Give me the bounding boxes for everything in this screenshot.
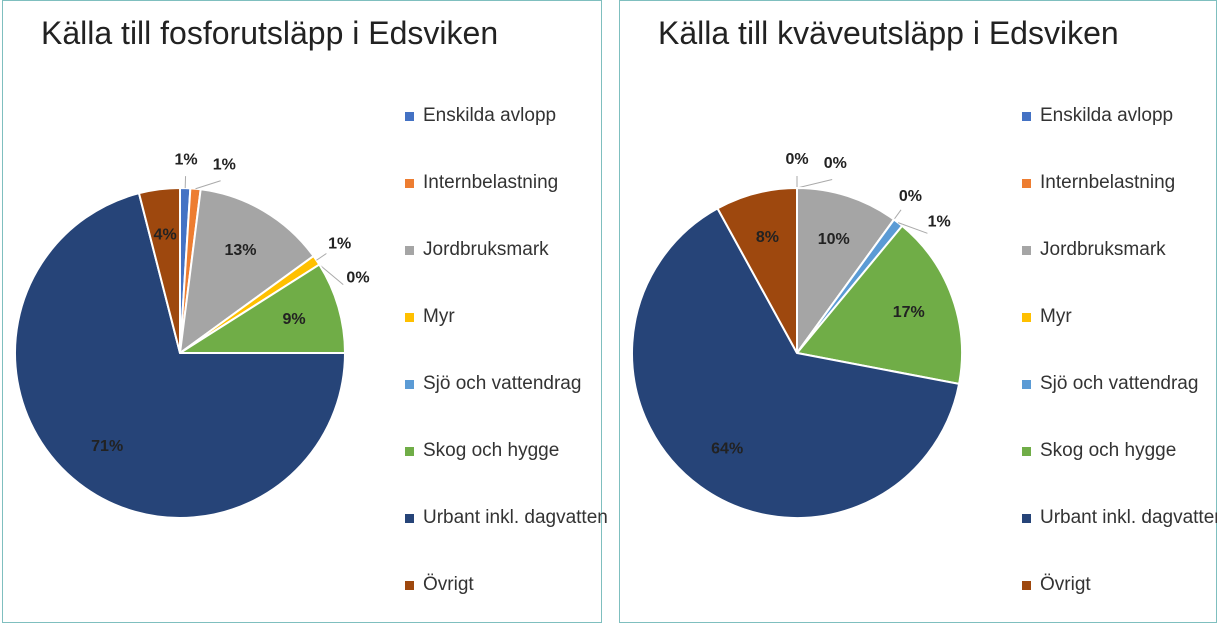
data-label: 64% — [711, 440, 743, 457]
legend-item: Enskilda avlopp — [1018, 103, 1217, 170]
leader-line — [196, 181, 221, 189]
data-label: 17% — [893, 304, 925, 321]
data-label: 71% — [91, 438, 123, 455]
legend-swatch — [405, 380, 414, 389]
legend-swatch — [1022, 581, 1031, 590]
legend-swatch — [1022, 380, 1031, 389]
chart-panel: Källa till fosforutsläpp i Edsviken 1%1%… — [2, 0, 602, 623]
legend: Enskilda avlopp Internbelastning Jordbruks… — [1018, 103, 1217, 639]
legend-label: Urbant inkl. dagvatten — [423, 507, 608, 528]
data-label: 1% — [328, 236, 351, 253]
legend-label: Övrigt — [1040, 574, 1091, 595]
legend-item: Myr — [401, 304, 611, 371]
legend-label: Övrigt — [423, 574, 474, 595]
legend-item: Övrigt — [401, 572, 611, 639]
leader-line — [316, 254, 326, 261]
data-label: 0% — [785, 151, 808, 168]
legend-swatch — [405, 313, 414, 322]
legend-item: Urbant inkl. dagvatten — [401, 505, 611, 572]
legend-item: Jordbruksmark — [1018, 237, 1217, 304]
pie: 1% 1% 13% 1% 0% 9% 71% 4% — [3, 1, 403, 621]
legend-item: Enskilda avlopp — [401, 103, 611, 170]
legend-item: Jordbruksmark — [401, 237, 611, 304]
data-label: 0% — [899, 188, 922, 205]
legend: Enskilda avlopp Internbelastning Jordbruks… — [401, 103, 611, 639]
legend-swatch — [1022, 179, 1031, 188]
legend-label: Sjö och vattendrag — [423, 373, 581, 394]
legend-item: Skog och hygge — [1018, 438, 1217, 505]
legend-label: Jordbruksmark — [423, 239, 549, 260]
legend-swatch — [405, 447, 414, 456]
legend-label: Urbant inkl. dagvatten — [1040, 507, 1217, 528]
data-label: 9% — [283, 311, 306, 328]
legend-swatch — [405, 514, 414, 523]
legend-swatch — [405, 112, 414, 121]
data-label: 1% — [174, 151, 197, 168]
data-label: 10% — [818, 231, 850, 248]
legend-swatch — [405, 581, 414, 590]
data-label: 1% — [213, 156, 236, 173]
data-label: 0% — [346, 270, 369, 287]
data-label: 0% — [824, 155, 847, 172]
legend-label: Skog och hygge — [423, 440, 559, 461]
legend-swatch — [1022, 112, 1031, 121]
legend-label: Internbelastning — [1040, 172, 1175, 193]
legend-label: Myr — [1040, 306, 1072, 327]
leader-line — [797, 180, 832, 188]
legend-item: Urbant inkl. dagvatten — [1018, 505, 1217, 572]
legend-label: Sjö och vattendrag — [1040, 373, 1198, 394]
page: {"chart_data": [ {"type": "pie", "title"… — [0, 0, 1217, 625]
chart-panel: Källa till kväveutsläpp i Edsviken 0%0%1… — [619, 0, 1217, 623]
legend-item: Internbelastning — [1018, 170, 1217, 237]
legend-item: Sjö och vattendrag — [401, 371, 611, 438]
legend-item: Myr — [1018, 304, 1217, 371]
legend-label: Enskilda avlopp — [423, 105, 556, 126]
legend-item: Övrigt — [1018, 572, 1217, 639]
legend-swatch — [1022, 447, 1031, 456]
legend-label: Myr — [423, 306, 455, 327]
data-label: 1% — [928, 214, 951, 231]
leader-line — [894, 210, 901, 220]
data-label: 4% — [154, 226, 177, 243]
legend-item: Skog och hygge — [401, 438, 611, 505]
data-label: 8% — [756, 229, 779, 246]
legend-label: Jordbruksmark — [1040, 239, 1166, 260]
legend-label: Skog och hygge — [1040, 440, 1176, 461]
legend-swatch — [1022, 514, 1031, 523]
data-label: 13% — [224, 242, 256, 259]
legend-swatch — [405, 246, 414, 255]
legend-label: Enskilda avlopp — [1040, 105, 1173, 126]
legend-label: Internbelastning — [423, 172, 558, 193]
legend-item: Internbelastning — [401, 170, 611, 237]
legend-swatch — [405, 179, 414, 188]
legend-swatch — [1022, 313, 1031, 322]
legend-item: Sjö och vattendrag — [1018, 371, 1217, 438]
legend-swatch — [1022, 246, 1031, 255]
pie: 0% 0% 10% 0% 1% 17% 64% 8% — [620, 1, 1020, 621]
